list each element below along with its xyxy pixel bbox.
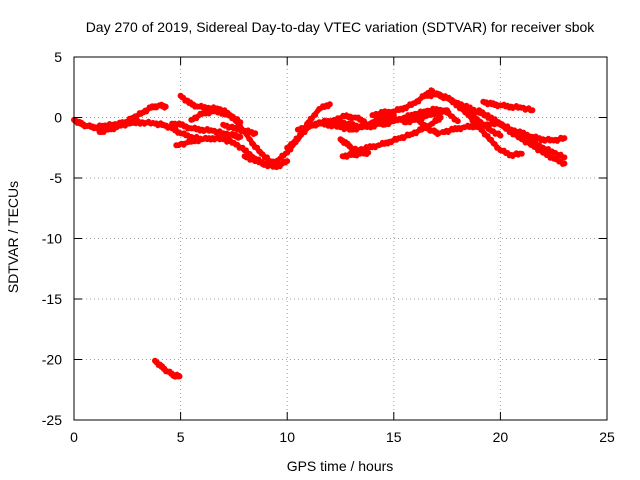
x-axis-label: GPS time / hours [287, 458, 394, 474]
data-point [365, 149, 372, 156]
y-tick-label: -20 [42, 352, 62, 368]
x-tick-label: 5 [177, 429, 185, 445]
data-series-arc-27 [508, 126, 568, 144]
data-point [247, 136, 253, 142]
data-point [444, 107, 451, 114]
y-tick-label: -5 [50, 170, 63, 186]
data-series-arc-26 [480, 98, 536, 114]
data-point [529, 107, 536, 114]
data-series-layer [71, 87, 568, 380]
data-series-arc-25 [476, 107, 568, 167]
data-point [361, 118, 367, 125]
x-tick-label: 25 [599, 429, 615, 445]
data-point [561, 135, 568, 142]
y-tick-label: 5 [54, 49, 62, 65]
data-series-arc-9 [220, 121, 259, 137]
y-tick-label: -15 [42, 291, 62, 307]
data-series-arc-8 [188, 107, 244, 126]
data-series-arc-19 [401, 107, 451, 126]
x-tick-label: 0 [70, 429, 78, 445]
data-series-arc-22 [416, 118, 442, 137]
data-point [497, 132, 504, 139]
x-tick-label: 10 [279, 429, 295, 445]
data-series-arc-13 [331, 112, 367, 125]
y-tick-label: 0 [54, 110, 62, 126]
data-point [454, 118, 461, 125]
data-series-arc-5 [169, 120, 244, 141]
data-series-arc-6 [173, 134, 291, 171]
data-point [561, 154, 568, 161]
x-tick-label: 15 [386, 429, 402, 445]
data-point [176, 373, 183, 380]
y-tick-label: -10 [42, 231, 62, 247]
y-tick-label: -25 [42, 412, 62, 428]
data-series-arc-4 [152, 357, 183, 380]
data-point [254, 144, 260, 150]
axis-ticks: 0 5 10 15 20 25 -25 -20 -15 -10 -5 0 5 [42, 49, 615, 445]
data-point [492, 141, 498, 147]
data-point [488, 136, 495, 143]
data-point [480, 127, 486, 133]
data-point [561, 160, 568, 167]
data-point [237, 133, 244, 140]
data-point [518, 150, 525, 157]
data-point [313, 112, 319, 118]
y-axis-label: SDTVAR / TECUs [5, 181, 21, 293]
x-tick-label: 20 [493, 429, 509, 445]
data-point [252, 130, 259, 137]
data-point [237, 119, 244, 126]
data-point [326, 101, 333, 108]
data-point [162, 103, 169, 110]
data-point [284, 158, 291, 165]
chart-title: Day 270 of 2019, Sidereal Day-to-day VTE… [86, 19, 596, 35]
